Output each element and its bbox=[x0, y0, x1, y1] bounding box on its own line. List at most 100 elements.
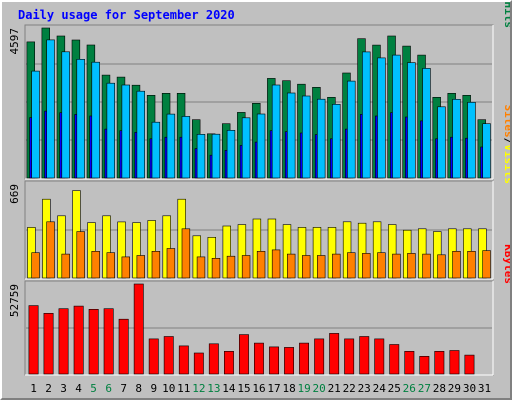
bar-sites bbox=[106, 252, 116, 279]
bar-pages bbox=[31, 70, 40, 179]
x-tick-label: 16 bbox=[252, 382, 265, 395]
y-max-label-hits-files-pages: 4597 bbox=[8, 28, 21, 55]
legend-entry: KBytes bbox=[502, 244, 510, 284]
bar-pages bbox=[271, 84, 281, 179]
bar-kbytes bbox=[28, 305, 39, 375]
x-tick-label: 29 bbox=[448, 382, 461, 395]
bar-sites bbox=[211, 257, 221, 279]
x-tick-label: 19 bbox=[297, 382, 310, 395]
bar-kbytes bbox=[269, 346, 279, 375]
bar-pages bbox=[362, 51, 371, 179]
x-tick-label: 28 bbox=[433, 382, 446, 395]
bar-kbytes bbox=[193, 352, 204, 375]
legend-entry: Visits bbox=[502, 144, 510, 184]
bar-kbytes bbox=[419, 355, 430, 375]
bar-pages bbox=[286, 92, 296, 179]
chart-panels: 4597 Pages/Files/Hits 669 Sites/Visits 52759… bbox=[8, 2, 510, 376]
bar-kbytes bbox=[344, 338, 355, 375]
bar-sites bbox=[362, 253, 371, 279]
x-tick-label: 27 bbox=[418, 382, 431, 395]
series-visits bbox=[27, 190, 487, 279]
bar-sites bbox=[286, 253, 296, 279]
bar-pages bbox=[91, 61, 100, 179]
bar-pages bbox=[452, 99, 461, 179]
bar-kbytes bbox=[374, 338, 385, 375]
x-tick-label: 14 bbox=[222, 382, 236, 395]
bar-visits bbox=[387, 224, 397, 279]
series-kbytes bbox=[28, 283, 475, 375]
bar-pages bbox=[422, 68, 431, 179]
y-max-label-visits-sites: 669 bbox=[8, 184, 21, 204]
legend-visits-sites: Sites/Visits bbox=[502, 105, 510, 185]
x-tick-label: 15 bbox=[237, 382, 250, 395]
bar-sites bbox=[482, 250, 491, 279]
bar-sites bbox=[467, 251, 476, 279]
bar-sites bbox=[91, 251, 100, 279]
bar-kbytes bbox=[73, 305, 84, 375]
bar-pages bbox=[211, 133, 221, 179]
bar-visits bbox=[327, 227, 337, 279]
legend-entry: / bbox=[502, 138, 510, 145]
bar-visits bbox=[222, 225, 231, 279]
bar-kbytes bbox=[133, 283, 144, 375]
x-axis-ticks: 1 2 3 4 5 6 7 8 9 10 11 12 13 14 15 16 17 18 19 20 21 22 23 24 2… bbox=[30, 382, 491, 395]
x-tick-label: 2 bbox=[45, 382, 52, 395]
bar-kbytes bbox=[299, 342, 309, 375]
x-tick-label: 17 bbox=[267, 382, 280, 395]
bar-kbytes bbox=[404, 350, 415, 375]
bar-sites bbox=[332, 253, 341, 279]
bar-kbytes bbox=[359, 336, 370, 375]
bar-kbytes bbox=[88, 308, 99, 375]
bar-sites bbox=[31, 252, 40, 279]
bar-pages bbox=[61, 51, 70, 179]
bar-kbytes bbox=[449, 350, 460, 375]
bar-visits bbox=[117, 221, 126, 279]
bar-kbytes bbox=[224, 350, 234, 375]
bar-pages bbox=[226, 130, 236, 179]
legend-kbytes: KBytes bbox=[502, 244, 510, 284]
bar-kbytes bbox=[284, 347, 294, 375]
x-tick-label: 8 bbox=[135, 382, 142, 395]
bar-kbytes bbox=[178, 345, 189, 375]
bar-pages bbox=[467, 102, 476, 179]
bar-sites bbox=[347, 252, 356, 279]
panel-visits-sites: 669 Sites/Visits bbox=[8, 105, 510, 280]
x-tick-label: 22 bbox=[343, 382, 356, 395]
bar-kbytes bbox=[163, 336, 174, 375]
bar-sites bbox=[392, 253, 401, 279]
bar-sites bbox=[166, 248, 176, 279]
bar-sites bbox=[136, 255, 145, 279]
x-tick-label: 18 bbox=[282, 382, 295, 395]
bar-sites bbox=[452, 251, 461, 279]
bar-visits bbox=[417, 228, 427, 279]
bar-pages bbox=[377, 57, 386, 179]
bar-pages bbox=[46, 39, 55, 179]
bar-visits bbox=[102, 215, 111, 279]
x-tick-label: 21 bbox=[328, 382, 341, 395]
bar-sites bbox=[256, 251, 266, 279]
bar-visits bbox=[57, 215, 66, 279]
bar-pages bbox=[76, 58, 85, 179]
bar-pages bbox=[166, 113, 176, 179]
x-tick-label: 7 bbox=[120, 382, 127, 395]
bar-pages bbox=[482, 123, 491, 179]
bar-pages bbox=[181, 116, 191, 179]
bar-pages bbox=[136, 90, 145, 179]
bar-kbytes bbox=[208, 343, 219, 375]
bar-pages bbox=[437, 106, 446, 179]
x-tick-label: 23 bbox=[358, 382, 371, 395]
bar-pages bbox=[392, 54, 401, 179]
bar-kbytes bbox=[148, 338, 159, 375]
panel-kbytes: 52759 KBytes bbox=[8, 244, 510, 376]
bar-pages bbox=[241, 117, 251, 179]
bar-sites bbox=[181, 228, 191, 279]
bar-pages bbox=[407, 62, 416, 179]
bar-kbytes bbox=[254, 342, 264, 375]
x-tick-label: 31 bbox=[478, 382, 491, 395]
bar-kbytes bbox=[43, 312, 54, 375]
series-pages bbox=[31, 39, 491, 179]
bar-sites bbox=[61, 253, 70, 279]
bar-sites bbox=[271, 249, 281, 279]
